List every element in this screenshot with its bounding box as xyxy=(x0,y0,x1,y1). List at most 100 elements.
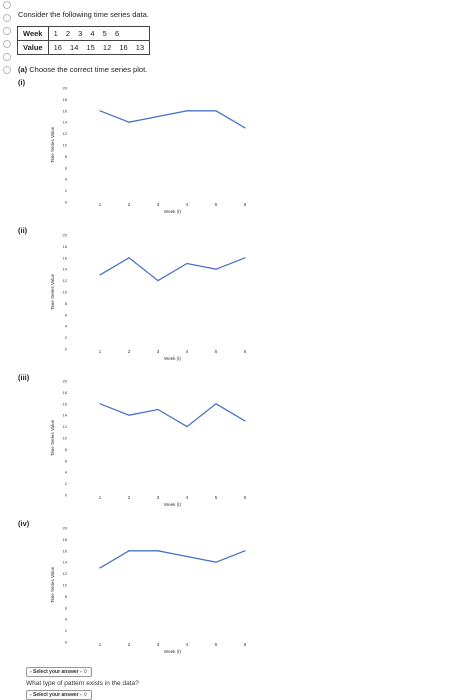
y-tick-label: 8 xyxy=(65,154,68,159)
y-tick-label: 18 xyxy=(63,537,68,542)
row-header: Value xyxy=(17,40,49,55)
x-tick-label: 5 xyxy=(215,495,218,500)
x-tick-label: 4 xyxy=(186,495,189,500)
answer-select-pattern[interactable]: - Select your answer - ♢ xyxy=(26,690,92,700)
y-tick-label: 10 xyxy=(63,583,68,588)
data-point xyxy=(215,561,217,563)
y-tick-label: 20 xyxy=(63,86,68,91)
x-tick-label: 6 xyxy=(244,202,247,207)
table-row: Value 16 14 15 12 16 13 xyxy=(17,40,151,55)
y-tick-label: 16 xyxy=(63,548,68,553)
y-tick-label: 14 xyxy=(63,120,68,125)
series-line xyxy=(99,403,246,428)
y-tick-label: 12 xyxy=(63,131,68,136)
y-tick-label: 2 xyxy=(65,335,68,340)
data-point xyxy=(128,550,130,552)
table-cell: 16 xyxy=(53,43,62,52)
table-cell: 6 xyxy=(114,29,120,38)
data-point xyxy=(215,110,217,112)
series-line xyxy=(99,110,246,129)
row-header: Week xyxy=(17,26,49,41)
y-tick-label: 0 xyxy=(65,640,68,645)
y-tick-label: 4 xyxy=(65,470,68,475)
data-point xyxy=(157,550,159,552)
y-tick-label: 4 xyxy=(65,177,68,182)
data-point xyxy=(186,426,188,428)
x-tick-label: 1 xyxy=(99,202,102,207)
part-a-prompt: (a) Choose the correct time series plot. xyxy=(18,65,147,74)
series-line xyxy=(99,550,246,569)
y-tick-label: 0 xyxy=(65,200,68,205)
data-point xyxy=(99,403,101,405)
x-tick-label: 2 xyxy=(128,349,131,354)
table-row: Week 1 2 3 4 5 6 xyxy=(17,26,151,41)
data-point xyxy=(128,414,130,416)
x-tick-label: 4 xyxy=(186,349,189,354)
y-tick-label: 20 xyxy=(63,526,68,531)
table-cell: 15 xyxy=(86,43,95,52)
x-tick-label: 4 xyxy=(186,202,189,207)
table-cell: 5 xyxy=(102,29,107,38)
y-axis-label: Time Series Value xyxy=(50,126,55,163)
series-line xyxy=(99,257,246,282)
x-tick-label: 6 xyxy=(244,495,247,500)
y-tick-label: 12 xyxy=(63,278,68,283)
y-axis-label: Time Series Value xyxy=(50,419,55,456)
table-cell: 3 xyxy=(78,29,83,38)
data-point xyxy=(99,567,101,569)
x-tick-label: 5 xyxy=(215,642,218,647)
y-tick-label: 4 xyxy=(65,324,68,329)
y-tick-label: 18 xyxy=(63,244,68,249)
y-tick-label: 14 xyxy=(63,413,68,418)
x-tick-label: 1 xyxy=(99,349,102,354)
radio-button[interactable] xyxy=(3,14,11,22)
radio-button[interactable] xyxy=(3,1,11,9)
x-tick-label: 6 xyxy=(244,349,247,354)
option-label-ii: (ii) xyxy=(18,226,28,235)
data-point xyxy=(99,110,101,112)
x-axis-label: Week (t) xyxy=(164,502,181,507)
y-tick-label: 2 xyxy=(65,628,68,633)
y-tick-label: 2 xyxy=(65,188,68,193)
y-tick-label: 6 xyxy=(65,165,68,170)
radio-button[interactable] xyxy=(3,27,11,35)
y-tick-label: 16 xyxy=(63,255,68,260)
table-cell: 14 xyxy=(70,43,79,52)
data-point xyxy=(215,403,217,405)
radio-button[interactable] xyxy=(3,53,11,61)
radio-button[interactable] xyxy=(3,66,11,74)
data-point xyxy=(128,257,130,259)
x-axis-label: Week (t) xyxy=(164,649,181,654)
table-cell: 16 xyxy=(119,43,128,52)
y-tick-label: 16 xyxy=(63,401,68,406)
y-tick-label: 20 xyxy=(63,233,68,238)
y-axis-label: Time Series Value xyxy=(50,566,55,603)
y-tick-label: 8 xyxy=(65,447,68,452)
x-tick-label: 6 xyxy=(244,642,247,647)
table-cell: 4 xyxy=(90,29,95,38)
intro-text: Consider the following time series data. xyxy=(18,10,149,19)
y-tick-label: 6 xyxy=(65,458,68,463)
y-tick-label: 20 xyxy=(63,379,68,384)
data-point xyxy=(244,257,246,259)
table-cell: 12 xyxy=(102,43,112,52)
x-axis-label: Week (t) xyxy=(164,209,181,214)
y-tick-label: 6 xyxy=(65,312,68,317)
data-point xyxy=(99,274,101,276)
y-tick-label: 14 xyxy=(63,267,68,272)
y-tick-label: 0 xyxy=(65,347,68,352)
y-tick-label: 10 xyxy=(63,436,68,441)
data-point xyxy=(186,110,188,112)
data-point xyxy=(157,408,159,411)
data-point xyxy=(244,420,246,422)
week-values: 1 2 3 4 5 6 xyxy=(47,26,151,41)
radio-button[interactable] xyxy=(3,40,11,48)
y-tick-label: 10 xyxy=(63,143,68,148)
y-tick-label: 12 xyxy=(63,424,68,429)
answer-select-plot[interactable]: - Select your answer - ♢ xyxy=(26,667,92,677)
x-tick-label: 2 xyxy=(128,495,131,500)
y-tick-label: 14 xyxy=(63,560,68,565)
option-label-i: (i) xyxy=(18,78,26,87)
